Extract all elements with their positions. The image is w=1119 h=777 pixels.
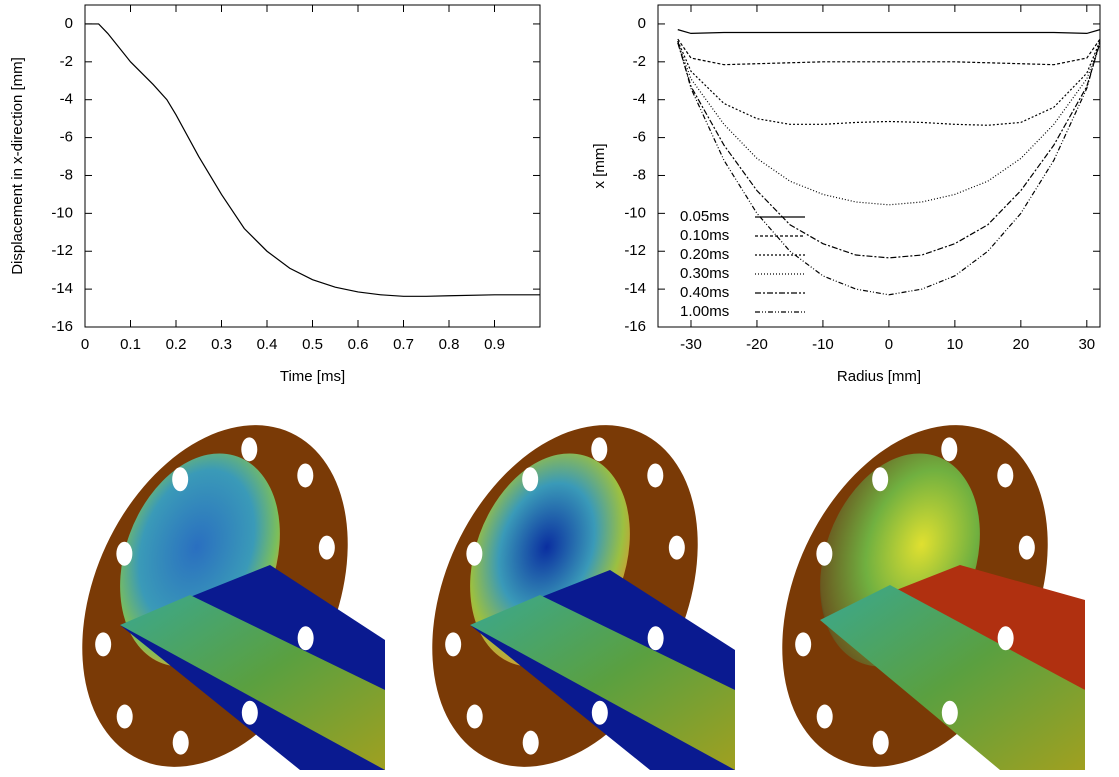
bolt-hole [668, 535, 685, 560]
x-tick-label: 0.9 [484, 336, 505, 353]
plot-frame [84, 4, 541, 328]
bolt-hole [95, 632, 112, 657]
beam-side [120, 595, 385, 770]
y-tick-label: -14 [51, 280, 73, 297]
bolt-hole [591, 700, 608, 725]
x-axis-label: Time [ms] [280, 368, 345, 385]
y-tick-label: -10 [624, 204, 646, 221]
beam-side [470, 595, 735, 770]
x-tick-label: -30 [680, 336, 702, 353]
bolt-hole [297, 463, 314, 488]
bolt-hole [872, 730, 889, 755]
legend-label: 0.40ms [680, 284, 729, 301]
x-tick-label: 0.8 [439, 336, 460, 353]
y-tick-label: -4 [633, 91, 646, 108]
data-line [85, 23, 540, 297]
x-tick-label: 0.1 [120, 336, 141, 353]
bolt-hole [816, 704, 833, 729]
x-tick-label: 0.2 [166, 336, 187, 353]
x-tick-label: 0 [885, 336, 893, 353]
x-tick-label: 30 [1078, 336, 1095, 353]
legend-label: 0.30ms [680, 265, 729, 282]
bolt-hole [241, 437, 258, 462]
y-tick-label: -8 [60, 166, 73, 183]
bolt-hole [241, 700, 258, 725]
bolt-hole [522, 467, 539, 492]
bolt-hole [941, 700, 958, 725]
data-line [677, 42, 1101, 206]
rendering [82, 425, 385, 770]
legend-label: 0.10ms [680, 227, 729, 244]
legend-label: 0.05ms [680, 208, 729, 225]
y-tick-label: -4 [60, 91, 73, 108]
data-line [677, 29, 1101, 35]
y-axis-label: x [mm] [591, 144, 608, 189]
legend-label: 1.00ms [680, 303, 729, 320]
bolt-hole [466, 704, 483, 729]
y-tick-label: 0 [638, 15, 646, 32]
x-tick-label: -10 [812, 336, 834, 353]
x-tick-label: 10 [947, 336, 964, 353]
bolt-hole [647, 626, 664, 651]
y-tick-label: -8 [633, 166, 646, 183]
legend-label: 0.20ms [680, 246, 729, 263]
y-axis-label: Displacement in x-direction [mm] [9, 57, 26, 275]
y-tick-label: -12 [51, 242, 73, 259]
rendering [782, 425, 1085, 770]
x-tick-label: 0 [81, 336, 89, 353]
y-tick-label: -10 [51, 204, 73, 221]
bolt-hole [647, 463, 664, 488]
x-tick-label: -20 [746, 336, 768, 353]
bolt-hole [466, 541, 483, 566]
bolt-hole [445, 632, 462, 657]
beam-side [820, 585, 1085, 770]
plot-frame [657, 4, 1101, 328]
simulation-renderings [82, 425, 1085, 770]
bolt-hole [997, 463, 1014, 488]
x-tick-label: 0.3 [211, 336, 232, 353]
bolt-hole [941, 437, 958, 462]
y-tick-label: -2 [633, 53, 646, 70]
data-line [677, 40, 1101, 296]
y-tick-label: -12 [624, 242, 646, 259]
bolt-hole [872, 467, 889, 492]
bolt-hole [1018, 535, 1035, 560]
y-tick-label: 0 [65, 15, 73, 32]
y-tick-label: -6 [633, 129, 646, 146]
y-tick-label: -6 [60, 129, 73, 146]
x-tick-label: 0.7 [393, 336, 414, 353]
data-line [677, 38, 1101, 66]
bolt-hole [795, 632, 812, 657]
data-line [677, 40, 1101, 126]
y-tick-label: -2 [60, 53, 73, 70]
x-tick-label: 20 [1012, 336, 1029, 353]
x-axis-label: Radius [mm] [837, 368, 921, 385]
data-line [677, 42, 1101, 259]
bolt-hole [522, 730, 539, 755]
rendering [432, 425, 735, 770]
bolt-hole [172, 730, 189, 755]
bolt-hole [297, 626, 314, 651]
bolt-hole [116, 704, 133, 729]
x-tick-label: 0.4 [257, 336, 278, 353]
bolt-hole [591, 437, 608, 462]
bolt-hole [116, 541, 133, 566]
x-tick-label: 0.5 [302, 336, 323, 353]
y-tick-label: -16 [624, 318, 646, 335]
y-tick-label: -16 [51, 318, 73, 335]
bolt-hole [318, 535, 335, 560]
bolt-hole [816, 541, 833, 566]
bolt-hole [997, 626, 1014, 651]
x-tick-label: 0.6 [348, 336, 369, 353]
y-tick-label: -14 [624, 280, 646, 297]
bolt-hole [172, 467, 189, 492]
